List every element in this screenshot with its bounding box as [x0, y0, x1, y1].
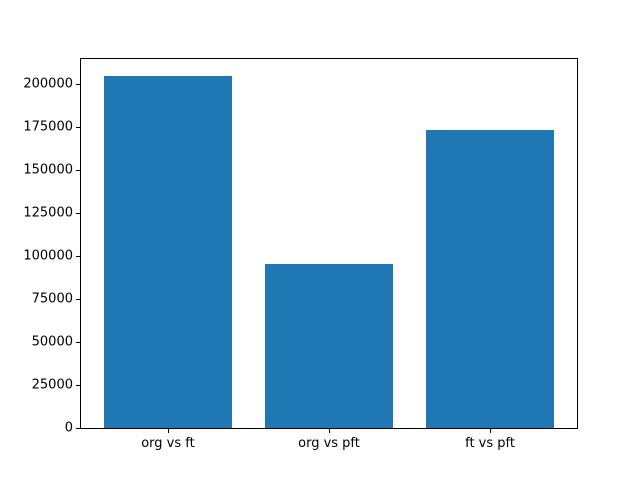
y-tick-label-75000: 75000 [31, 291, 73, 307]
y-tick-mark [76, 299, 80, 301]
x-tick-mark [490, 429, 492, 434]
x-tick-mark [167, 429, 169, 434]
x-tick-label-ft-vs-pft: ft vs pft [465, 435, 515, 451]
plot-area [81, 59, 577, 429]
y-tick-mark [76, 428, 80, 430]
y-tick-mark [76, 126, 80, 128]
y-tick-mark [76, 170, 80, 171]
y-tick-label-200000: 200000 [23, 76, 73, 92]
y-tick-mark [76, 83, 80, 85]
y-tick-label-175000: 175000 [23, 119, 73, 135]
x-tick-label-org-vs-ft: org vs ft [141, 435, 195, 451]
bar-ft-vs-pft [425, 129, 555, 429]
y-tick-label-50000: 50000 [31, 334, 73, 350]
x-tick-label-org-vs-pft: org vs pft [298, 435, 360, 451]
y-tick-mark [76, 213, 80, 215]
x-tick-mark [329, 429, 330, 434]
y-tick-mark [76, 385, 80, 387]
y-tick-label-0: 0 [64, 420, 73, 436]
bar-org-vs-pft [264, 263, 394, 429]
y-tick-label-125000: 125000 [23, 205, 73, 221]
y-tick-mark [76, 342, 80, 344]
y-tick-mark [76, 256, 80, 258]
y-tick-label-150000: 150000 [23, 162, 73, 178]
axes: 0 25000 50000 75000 100000 125000 150000 175000… [23, 57, 578, 451]
y-tick-label-100000: 100000 [23, 248, 73, 264]
y-tick-label-25000: 25000 [31, 377, 73, 393]
bar-org-vs-ft [103, 76, 233, 429]
